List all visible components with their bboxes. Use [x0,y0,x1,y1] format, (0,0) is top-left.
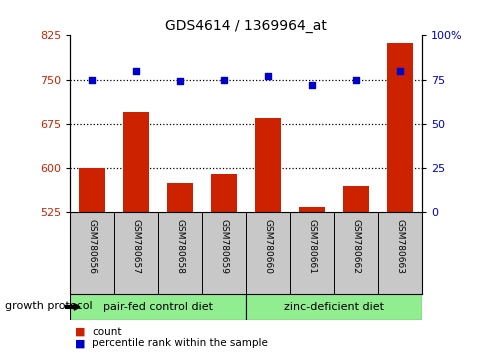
Text: percentile rank within the sample: percentile rank within the sample [92,338,268,348]
Bar [123,112,149,212]
Text: pair-fed control diet: pair-fed control diet [103,302,213,312]
Text: GSM780663: GSM780663 [394,219,404,274]
Text: ■: ■ [75,327,86,337]
Text: GSM780661: GSM780661 [307,219,316,274]
Bar [255,118,281,212]
Point [176,79,184,84]
Text: GSM780658: GSM780658 [175,219,184,274]
Title: GDS4614 / 1369964_at: GDS4614 / 1369964_at [165,19,326,33]
Bar [166,183,193,212]
Point [132,68,140,74]
Text: GSM780657: GSM780657 [132,219,140,274]
Bar [245,294,421,320]
Text: GSM780656: GSM780656 [88,219,97,274]
Bar [211,174,237,212]
Text: count: count [92,327,121,337]
Bar [342,186,368,212]
Text: growth protocol: growth protocol [5,301,92,311]
Text: ■: ■ [75,338,86,348]
Text: GSM780662: GSM780662 [351,219,360,274]
Point [220,77,227,82]
Point [395,68,403,74]
Text: GSM780660: GSM780660 [263,219,272,274]
Point [351,77,359,82]
Point [307,82,315,88]
Text: zinc-deficient diet: zinc-deficient diet [284,302,383,312]
Point [88,77,96,82]
Text: GSM780659: GSM780659 [219,219,228,274]
Bar [386,43,412,212]
Point [264,73,272,79]
Bar [79,168,105,212]
Bar [298,206,325,212]
Bar [70,294,245,320]
